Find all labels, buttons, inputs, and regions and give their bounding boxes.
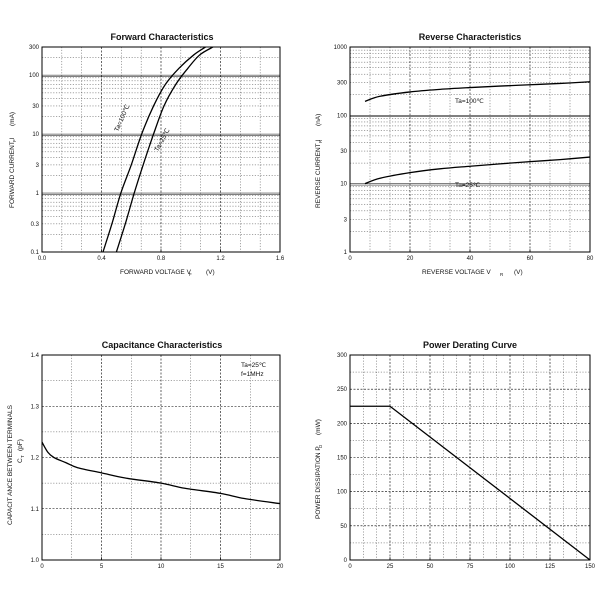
svg-text:F: F: [189, 272, 192, 277]
series-line-1: [115, 46, 214, 253]
y-tick-label: 0: [344, 558, 348, 564]
forward-characteristics-chart: Forward Characteristics FORWARD VOLTAGE …: [9, 32, 285, 277]
y-tick-label: 300: [337, 353, 348, 359]
x-tick-label: 150: [585, 564, 596, 570]
svg-text:(V): (V): [514, 269, 523, 276]
chart-title: Power Derating Curve: [423, 340, 517, 350]
y-tick-label: 150: [337, 456, 348, 462]
y-tick-label: 1: [36, 191, 40, 197]
x-tick-label: 40: [467, 256, 474, 262]
y-tick-label: 30: [32, 104, 39, 110]
y-tick-label: 100: [29, 73, 40, 79]
svg-text:CAPACIT ANCE BETWEEN TERMINALS: CAPACIT ANCE BETWEEN TERMINALS: [7, 404, 14, 525]
y-tick-label: 1: [344, 250, 348, 256]
y-tick-label: 1.0: [31, 558, 40, 564]
x-axis-label: REVERSE VOLTAGE V R (V): [422, 269, 523, 277]
y-axis-label-2: C T (pF): [17, 439, 25, 463]
svg-text:REVERSE CURRENT I: REVERSE CURRENT I: [315, 140, 322, 208]
reverse-characteristics-chart: Reverse Characteristics REVERSE VOLTAGE …: [315, 32, 594, 277]
y-tick-label: 1000: [334, 45, 348, 51]
y-tick-label: 0.3: [31, 222, 40, 228]
svg-text:F: F: [12, 139, 17, 142]
grid: [42, 47, 280, 252]
y-tick-label: 3: [36, 163, 40, 169]
annotation-label: Ta=25℃: [241, 362, 267, 369]
capacitance-characteristics-chart: Capacitance Characteristics CAPACIT ANCE…: [7, 340, 284, 570]
y-tick-label: 300: [29, 45, 40, 51]
x-tick-label: 50: [427, 564, 434, 570]
x-tick-label: 80: [587, 256, 594, 262]
y-axis-label: POWER DISSIPATION P D (mW): [315, 419, 323, 519]
chart-title: Reverse Characteristics: [419, 32, 522, 42]
y-tick-label: 3: [344, 217, 348, 223]
grid: [42, 355, 280, 560]
y-tick-label: 0.1: [31, 250, 40, 256]
x-tick-label: 0.8: [157, 256, 166, 262]
x-tick-label: 20: [277, 564, 284, 570]
svg-text:(mW): (mW): [315, 419, 322, 435]
svg-text:C: C: [17, 458, 24, 463]
x-tick-label: 0: [348, 564, 352, 570]
series-line-1: [364, 156, 591, 185]
x-tick-label: 0.4: [97, 256, 106, 262]
series-line-0: [364, 81, 591, 103]
svg-text:(nA): (nA): [315, 114, 322, 126]
svg-text:FORWARD CURRENT I: FORWARD CURRENT I: [9, 138, 16, 208]
x-tick-label: 20: [407, 256, 414, 262]
y-tick-label: 50: [340, 524, 347, 530]
x-tick-label: 25: [387, 564, 394, 570]
annotation-label: f=1MHz: [241, 371, 264, 378]
svg-text:REVERSE VOLTAGE V: REVERSE VOLTAGE V: [422, 269, 491, 276]
y-tick-label: 300: [337, 81, 348, 87]
svg-text:FORWARD VOLTAGE V: FORWARD VOLTAGE V: [120, 269, 192, 276]
annotation-label: Ta=100℃: [455, 98, 485, 105]
svg-text:D: D: [318, 444, 323, 448]
series-line-0: [102, 46, 206, 253]
y-tick-label: 30: [340, 149, 347, 155]
y-tick-label: 250: [337, 387, 348, 393]
svg-text:T: T: [20, 455, 25, 458]
series-line-0: [350, 405, 591, 561]
grid: [350, 47, 590, 252]
x-tick-label: 1.2: [216, 256, 225, 262]
y-tick-label: 1.3: [31, 404, 40, 410]
svg-text:(pF): (pF): [17, 439, 24, 451]
series-line-0: [41, 441, 281, 505]
svg-text:(mA): (mA): [9, 112, 16, 126]
chart-title: Forward Characteristics: [110, 32, 213, 42]
x-tick-label: 15: [217, 564, 224, 570]
x-tick-label: 0.0: [38, 256, 47, 262]
x-tick-label: 75: [467, 564, 474, 570]
x-tick-label: 125: [545, 564, 556, 570]
y-axis-label: FORWARD CURRENT I F (mA): [9, 112, 17, 208]
y-axis-label: CAPACIT ANCE BETWEEN TERMINALS: [7, 404, 14, 525]
y-tick-label: 1.4: [31, 353, 40, 359]
y-tick-label: 100: [337, 113, 348, 119]
grid: [350, 355, 590, 560]
x-tick-label: 5: [100, 564, 104, 570]
x-tick-label: 60: [527, 256, 534, 262]
annotation-label: Ta=25℃: [455, 182, 481, 189]
power-derating-chart: Power Derating Curve POWER DISSIPATION P…: [315, 340, 596, 570]
svg-text:R: R: [318, 139, 323, 143]
svg-text:POWER DISSIPATION P: POWER DISSIPATION P: [315, 446, 322, 519]
y-tick-label: 1.1: [31, 507, 40, 513]
x-tick-label: 10: [158, 564, 165, 570]
y-tick-label: 100: [337, 490, 348, 496]
x-tick-label: 100: [505, 564, 516, 570]
y-tick-label: 1.2: [31, 456, 40, 462]
x-tick-label: 0: [348, 256, 352, 262]
svg-text:(V): (V): [206, 269, 215, 276]
x-tick-label: 0: [40, 564, 44, 570]
svg-text:R: R: [500, 272, 504, 277]
x-tick-label: 1.6: [276, 256, 285, 262]
annotation-label: Ta=100℃: [113, 103, 131, 133]
y-tick-label: 200: [337, 421, 348, 427]
y-tick-label: 10: [340, 182, 347, 188]
y-axis-label: REVERSE CURRENT I R (nA): [315, 114, 323, 208]
x-axis-label: FORWARD VOLTAGE V F (V): [120, 269, 215, 277]
chart-title: Capacitance Characteristics: [102, 340, 223, 350]
y-tick-label: 10: [32, 132, 39, 138]
